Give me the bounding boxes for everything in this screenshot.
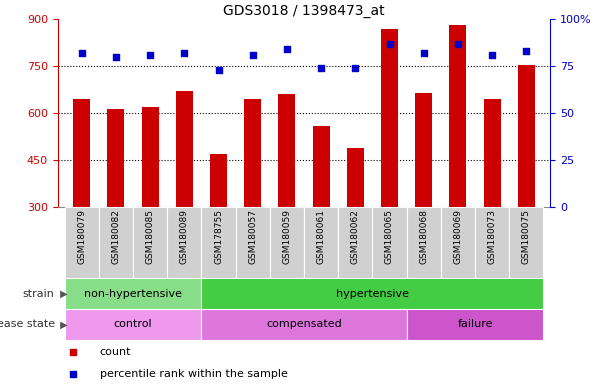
Bar xyxy=(201,278,544,309)
Bar xyxy=(415,93,432,207)
Point xyxy=(67,349,77,355)
Point xyxy=(179,50,189,56)
Text: GSM180079: GSM180079 xyxy=(77,210,86,265)
Text: disease state: disease state xyxy=(0,319,55,329)
Text: GSM180059: GSM180059 xyxy=(282,210,291,265)
Bar xyxy=(167,207,201,278)
Point xyxy=(145,52,155,58)
Bar xyxy=(236,207,270,278)
Bar xyxy=(475,207,509,278)
Bar xyxy=(201,207,236,278)
Bar xyxy=(64,309,201,340)
Point xyxy=(282,46,292,52)
Text: compensated: compensated xyxy=(266,319,342,329)
Text: percentile rank within the sample: percentile rank within the sample xyxy=(100,369,288,379)
Point xyxy=(350,65,360,71)
Bar xyxy=(407,207,441,278)
Point xyxy=(487,52,497,58)
Bar xyxy=(518,65,535,207)
Bar xyxy=(98,207,133,278)
Text: GSM180085: GSM180085 xyxy=(145,210,154,265)
Point xyxy=(248,52,258,58)
Bar xyxy=(278,94,295,207)
Point xyxy=(213,67,223,73)
Point xyxy=(453,41,463,47)
Text: strain: strain xyxy=(23,289,55,299)
Text: GSM180065: GSM180065 xyxy=(385,210,394,265)
Bar xyxy=(201,309,407,340)
Text: GSM180057: GSM180057 xyxy=(248,210,257,265)
Point xyxy=(419,50,429,56)
Text: GSM180062: GSM180062 xyxy=(351,210,360,264)
Text: hypertensive: hypertensive xyxy=(336,289,409,299)
Bar xyxy=(64,278,201,309)
Bar xyxy=(176,91,193,207)
Text: GSM180075: GSM180075 xyxy=(522,210,531,265)
Bar xyxy=(483,99,500,207)
Bar xyxy=(347,148,364,207)
Bar xyxy=(108,109,125,207)
Bar xyxy=(270,207,304,278)
Point xyxy=(67,371,77,377)
Text: control: control xyxy=(114,319,153,329)
Bar xyxy=(64,207,98,278)
Bar xyxy=(73,99,90,207)
Text: failure: failure xyxy=(457,319,492,329)
Text: GSM180061: GSM180061 xyxy=(317,210,326,265)
Bar xyxy=(372,207,407,278)
Text: ▶: ▶ xyxy=(57,319,67,329)
Bar xyxy=(210,154,227,207)
Text: GSM180069: GSM180069 xyxy=(454,210,463,265)
Bar xyxy=(449,25,466,207)
Title: GDS3018 / 1398473_at: GDS3018 / 1398473_at xyxy=(223,4,385,18)
Text: non-hypertensive: non-hypertensive xyxy=(84,289,182,299)
Bar xyxy=(133,207,167,278)
Bar xyxy=(338,207,372,278)
Text: GSM180068: GSM180068 xyxy=(419,210,428,265)
Point xyxy=(316,65,326,71)
Bar xyxy=(510,207,544,278)
Bar xyxy=(441,207,475,278)
Bar xyxy=(142,107,159,207)
Bar xyxy=(407,309,544,340)
Bar xyxy=(244,99,261,207)
Point xyxy=(111,54,121,60)
Point xyxy=(77,50,86,56)
Bar xyxy=(304,207,338,278)
Bar xyxy=(381,29,398,207)
Point xyxy=(522,48,531,54)
Text: ▶: ▶ xyxy=(57,289,67,299)
Text: GSM180082: GSM180082 xyxy=(111,210,120,264)
Point xyxy=(385,41,395,47)
Text: count: count xyxy=(100,347,131,357)
Text: GSM178755: GSM178755 xyxy=(214,210,223,265)
Text: GSM180073: GSM180073 xyxy=(488,210,497,265)
Bar xyxy=(313,126,330,207)
Text: GSM180089: GSM180089 xyxy=(180,210,189,265)
